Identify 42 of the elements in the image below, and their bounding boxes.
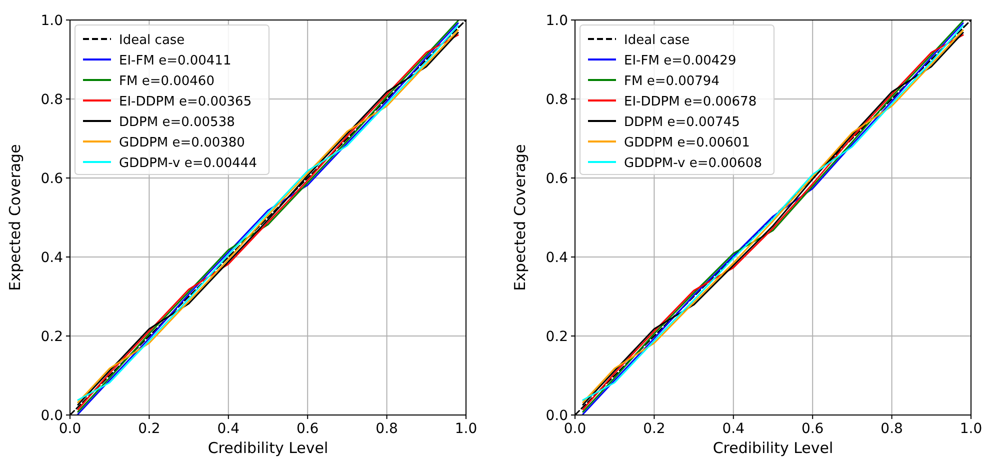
legend-label: DDPM e=0.00538: [119, 115, 235, 130]
y-tick-label: 0.4: [40, 250, 64, 266]
y-tick-label: 0.4: [546, 250, 568, 266]
y-tick-label: 0.2: [40, 329, 63, 345]
x-tick-label: 0.8: [376, 421, 398, 437]
legend-label: Ideal case: [624, 33, 690, 48]
y-tick-label: 0.2: [546, 329, 568, 345]
y-tick-label: 0.8: [546, 92, 568, 108]
legend-label: EI-FM e=0.00429: [624, 54, 736, 68]
legend-label: GDDPM e=0.00380: [119, 136, 245, 150]
y-axis-title: Expected Coverage: [6, 144, 24, 291]
y-tick-label: 0.0: [546, 408, 568, 424]
x-tick-label: 0.0: [58, 421, 82, 437]
x-axis-title: Credibility Level: [712, 439, 834, 457]
x-axis-title: Credibility Level: [208, 439, 328, 457]
legend-label: EI-DDPM e=0.00365: [119, 94, 252, 110]
x-tick-label: 0.6: [296, 421, 319, 437]
y-tick-label: 0.6: [40, 171, 64, 187]
legend-label: FM e=0.00460: [119, 74, 214, 89]
legend-label: EI-FM e=0.00411: [119, 54, 232, 68]
y-tick-label: 0.8: [40, 92, 63, 108]
legend-label: DDPM e=0.00745: [624, 115, 740, 130]
y-tick-label: 1.0: [546, 13, 568, 29]
legend-label: GDDPM e=0.00601: [624, 136, 750, 150]
x-tick-label: 0.0: [564, 421, 586, 437]
y-axis-title: Expected Coverage: [511, 144, 529, 291]
x-tick-label: 0.4: [217, 421, 240, 437]
x-tick-label: 0.4: [722, 421, 745, 437]
y-tick-label: 0.0: [40, 408, 63, 424]
x-tick-label: 0.2: [643, 421, 666, 437]
y-tick-label: 1.0: [40, 13, 63, 29]
legend-label: FM e=0.00794: [624, 74, 720, 89]
x-tick-label: 0.6: [801, 421, 824, 437]
x-tick-label: 1.0: [454, 421, 478, 437]
x-tick-label: 1.0: [960, 421, 982, 437]
y-tick-label: 0.6: [546, 171, 568, 187]
legend-label: GDDPM-v e=0.00608: [624, 156, 762, 171]
legend-label: Ideal case: [119, 33, 185, 48]
x-tick-label: 0.8: [880, 421, 903, 437]
legend-label: EI-DDPM e=0.00678: [624, 94, 757, 110]
legend-label: GDDPM-v e=0.00444: [119, 156, 257, 171]
x-tick-label: 0.2: [138, 421, 160, 437]
